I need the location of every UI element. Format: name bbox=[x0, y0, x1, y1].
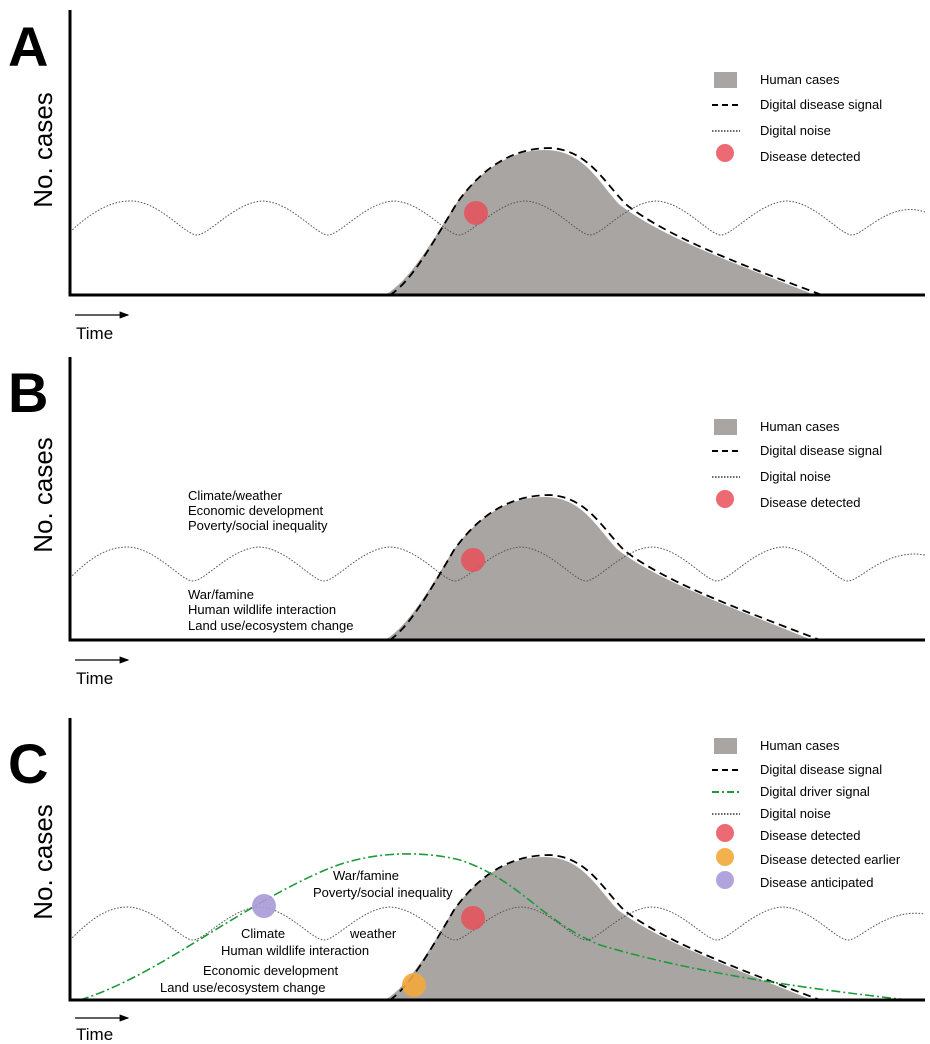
legend-detected-swatch bbox=[716, 824, 734, 842]
y-axis-label: No. cases bbox=[28, 92, 58, 208]
digital-noise-line bbox=[69, 200, 926, 236]
legend-label: Digital disease signal bbox=[760, 762, 882, 777]
digital-driver-signal-line bbox=[79, 853, 909, 1001]
human-cases-area bbox=[385, 150, 815, 295]
plot-area bbox=[68, 718, 926, 1002]
legend: Human cases Digital disease signal Digit… bbox=[712, 72, 882, 164]
legend-label: Digital noise bbox=[760, 806, 831, 821]
axes bbox=[68, 357, 925, 642]
legend-human-cases-swatch bbox=[714, 72, 737, 88]
driver-label: Climate bbox=[241, 926, 285, 941]
disease-detected-marker bbox=[464, 201, 488, 225]
legend: Human cases Digital disease signal Digit… bbox=[712, 738, 901, 890]
driver-label: War/famine bbox=[333, 868, 399, 883]
legend-label: Disease detected bbox=[760, 149, 860, 164]
panel-letter: A bbox=[8, 15, 48, 78]
legend-label: Disease detected bbox=[760, 495, 860, 510]
driver-label: Economic development bbox=[203, 963, 339, 978]
legend-label: Digital driver signal bbox=[760, 784, 870, 799]
y-axis-label: No. cases bbox=[28, 437, 58, 553]
axes bbox=[68, 10, 925, 297]
driver-label: Human wildlife interaction bbox=[188, 602, 336, 617]
driver-label: Economic development bbox=[188, 503, 324, 518]
driver-label: Human wildlife interaction bbox=[221, 943, 369, 958]
legend-label: Human cases bbox=[760, 738, 840, 753]
legend-label: Disease anticipated bbox=[760, 875, 873, 890]
drivers: Climate/weather Economic development Pov… bbox=[188, 488, 354, 633]
digital-noise-line bbox=[69, 906, 926, 941]
legend-detected-swatch bbox=[716, 144, 734, 162]
panel-a: A No. cases Time Human cases Digital dis… bbox=[8, 10, 926, 343]
digital-disease-signal-line bbox=[389, 147, 823, 296]
legend-detected-earlier-swatch bbox=[716, 848, 734, 866]
digital-disease-signal-line bbox=[389, 494, 821, 641]
legend-label: Human cases bbox=[760, 72, 840, 87]
panel-b: B No. cases Climate/weather Economic dev… bbox=[8, 357, 926, 688]
drivers: War/famine Poverty/social inequality Cli… bbox=[160, 868, 453, 995]
legend-label: Disease detected bbox=[760, 828, 860, 843]
legend-label: Digital disease signal bbox=[760, 97, 882, 112]
human-cases-area bbox=[385, 497, 812, 640]
time-arrow: Time bbox=[75, 656, 130, 688]
driver-label: War/famine bbox=[188, 587, 254, 602]
legend-label: Digital noise bbox=[760, 123, 831, 138]
x-axis-label: Time bbox=[76, 324, 113, 343]
driver-label: Land use/ecosystem change bbox=[188, 618, 354, 633]
panel-letter: C bbox=[8, 732, 48, 795]
driver-label: weather bbox=[349, 926, 397, 941]
legend-anticipated-swatch bbox=[716, 871, 734, 889]
panel-letter: B bbox=[8, 361, 48, 424]
time-arrow: Time bbox=[75, 1014, 130, 1044]
disease-detected-earlier-marker bbox=[402, 973, 426, 997]
human-cases-area bbox=[385, 857, 812, 1000]
legend-detected-swatch bbox=[716, 490, 734, 508]
driver-label: Poverty/social inequality bbox=[313, 885, 453, 900]
y-axis-label: No. cases bbox=[28, 804, 58, 920]
driver-label: Land use/ecosystem change bbox=[160, 980, 326, 995]
legend-label: Human cases bbox=[760, 419, 840, 434]
disease-detected-marker bbox=[461, 548, 485, 572]
disease-anticipated-marker bbox=[252, 894, 276, 918]
legend: Human cases Digital disease signal Digit… bbox=[712, 419, 882, 510]
disease-detected-marker bbox=[461, 906, 485, 930]
legend-human-cases-swatch bbox=[714, 419, 737, 435]
digital-noise-line bbox=[69, 546, 926, 582]
x-axis-label: Time bbox=[76, 1025, 113, 1044]
legend-human-cases-swatch bbox=[714, 738, 737, 754]
plot-area bbox=[68, 10, 926, 297]
x-axis-label: Time bbox=[76, 669, 113, 688]
plot-area bbox=[68, 357, 926, 642]
legend-label: Digital noise bbox=[760, 469, 831, 484]
driver-label: Poverty/social inequality bbox=[188, 518, 328, 533]
legend-label: Digital disease signal bbox=[760, 443, 882, 458]
digital-disease-signal-line bbox=[389, 854, 821, 1001]
panel-c: C No. cases War/famine Poverty/social in… bbox=[8, 718, 926, 1044]
legend-label: Disease detected earlier bbox=[760, 852, 901, 867]
time-arrow: Time bbox=[75, 311, 130, 343]
driver-label: Climate/weather bbox=[188, 488, 283, 503]
axes bbox=[68, 718, 925, 1002]
